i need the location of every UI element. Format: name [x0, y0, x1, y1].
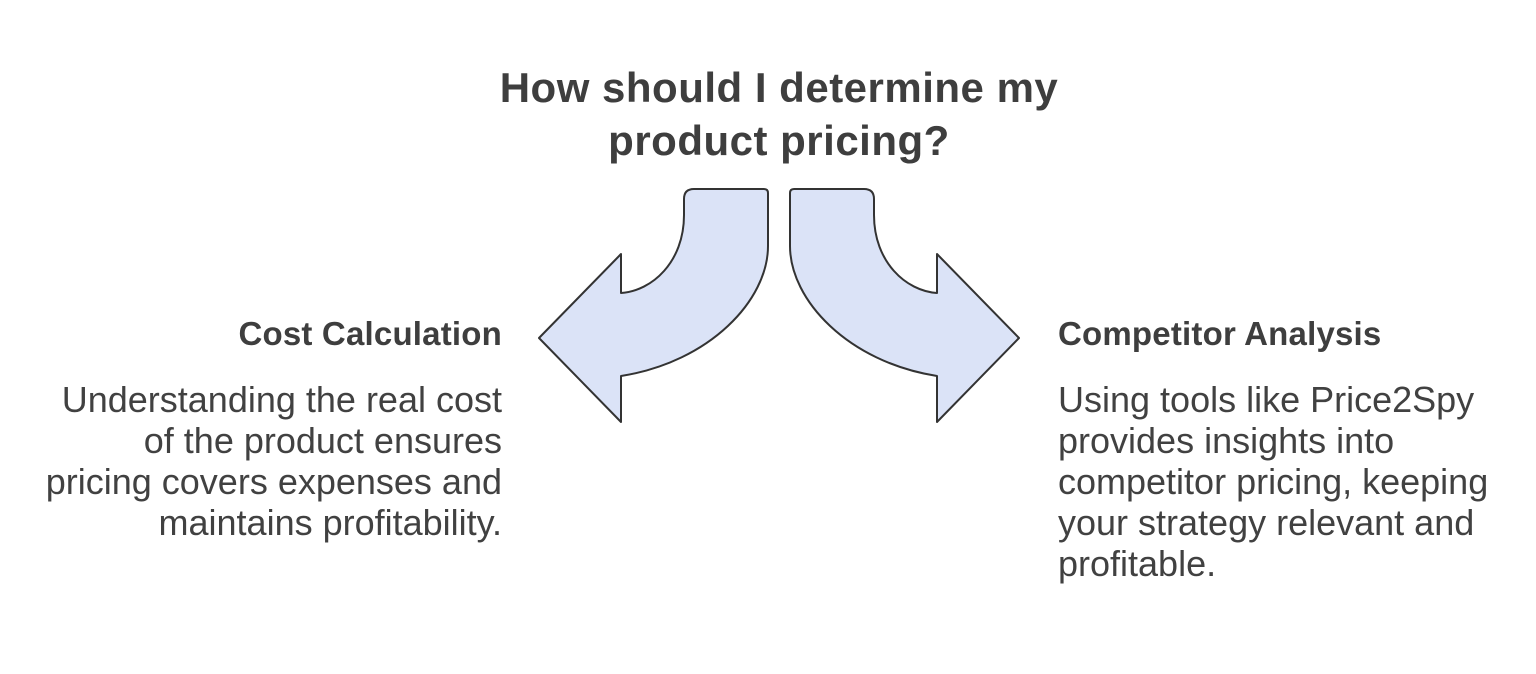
branch-body-cost-calculation: Understanding the real cost of the produ…: [22, 379, 502, 543]
page-title-line-1: How should I determine my: [499, 64, 1059, 111]
page-title: How should I determine my product pricin…: [379, 61, 1179, 167]
body-line: your strategy relevant and: [1058, 502, 1475, 543]
branch-body-competitor-analysis: Using tools like Price2Spy provides insi…: [1058, 379, 1528, 584]
body-line: profitable.: [1058, 543, 1217, 584]
branching-arrows: [538, 188, 1020, 423]
branch-heading-cost-calculation: Cost Calculation: [238, 315, 502, 352]
branch-heading-competitor-analysis: Competitor Analysis: [1058, 315, 1382, 352]
body-line: Using tools like Price2Spy: [1058, 379, 1475, 420]
body-line: of the product ensures: [143, 420, 502, 461]
page-title-line-2: product pricing?: [608, 117, 950, 164]
body-line: provides insights into: [1058, 420, 1395, 461]
curved-arrow-left-icon: [538, 188, 769, 423]
branch-competitor-analysis: Competitor Analysis Using tools like Pri…: [1058, 314, 1528, 584]
curved-arrow-right-icon: [789, 188, 1020, 423]
branch-cost-calculation: Cost Calculation Understanding the real …: [22, 314, 502, 543]
body-line: maintains profitability.: [158, 502, 502, 543]
body-line: competitor pricing, keeping: [1058, 461, 1489, 502]
body-line: Understanding the real cost: [61, 379, 502, 420]
body-line: pricing covers expenses and: [45, 461, 502, 502]
